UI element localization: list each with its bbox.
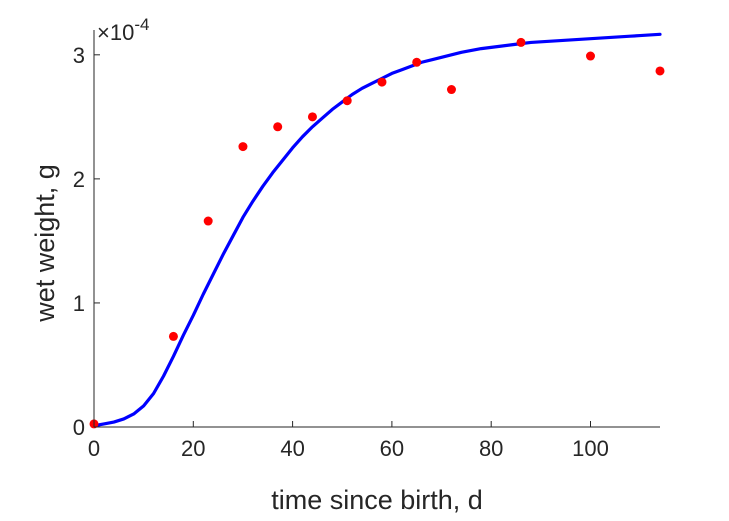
data-point [516,37,526,47]
y-tick-label: 2 [73,167,85,192]
data-point [412,57,422,67]
x-tick-label: 20 [181,436,205,461]
x-axis-ticks: 0 20 40 60 80 100 [88,421,609,461]
data-point [342,96,352,106]
y-exponent-power: -4 [134,15,149,34]
data-point [203,216,213,226]
x-tick-label: 100 [572,436,609,461]
y-tick-label: 0 [73,415,85,440]
y-tick-label: 1 [73,291,85,316]
data-point [238,142,248,152]
y-tick-label: 3 [73,43,85,68]
data-point [585,51,595,61]
data-point [307,112,317,122]
x-tick-label: 80 [479,436,503,461]
data-point [446,85,456,95]
data-point [655,66,665,76]
y-exponent-label: ×10-4 [97,15,149,45]
y-exponent-base: ×10 [97,20,134,45]
data-point [168,331,178,341]
data-point [377,77,387,87]
y-axis-ticks: 0 1 2 3 [73,43,100,440]
plot-area [89,32,665,429]
axes [93,30,660,428]
data-point [273,122,283,132]
x-tick-label: 60 [380,436,404,461]
x-axis-label: time since birth, d [271,485,483,515]
model-curve-line [92,32,662,428]
x-tick-label: 0 [88,436,100,461]
y-axis-label: wet weight, g [30,164,60,323]
x-tick-label: 40 [280,436,304,461]
